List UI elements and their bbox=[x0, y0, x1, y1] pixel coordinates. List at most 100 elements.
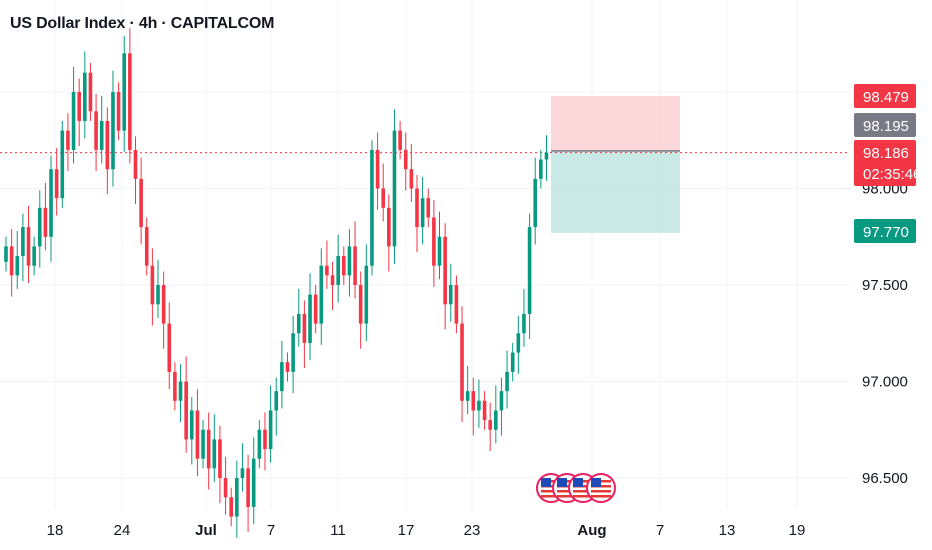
candle bbox=[291, 315, 295, 394]
candle-body bbox=[533, 178, 538, 228]
candle-body bbox=[353, 246, 357, 285]
candle-body bbox=[387, 207, 391, 247]
candle bbox=[268, 385, 273, 463]
candle-body bbox=[415, 188, 419, 228]
candle bbox=[505, 350, 509, 409]
candle-body bbox=[122, 53, 127, 131]
flag-stripe bbox=[557, 495, 577, 498]
candle bbox=[488, 402, 492, 451]
candle bbox=[285, 352, 290, 382]
candle-body bbox=[212, 439, 217, 469]
candle bbox=[443, 223, 447, 330]
candle-body bbox=[94, 111, 98, 150]
candle-body bbox=[302, 313, 307, 343]
candle-body bbox=[195, 410, 200, 459]
candle bbox=[527, 213, 532, 340]
candle bbox=[533, 157, 538, 245]
candle bbox=[77, 78, 81, 147]
flag-canton bbox=[541, 478, 551, 487]
candle bbox=[336, 234, 340, 303]
candle-body bbox=[358, 285, 363, 324]
candle-body bbox=[308, 294, 312, 343]
candle-body bbox=[437, 236, 442, 266]
candle bbox=[403, 132, 408, 191]
candle bbox=[409, 144, 414, 203]
position-tool[interactable] bbox=[551, 96, 680, 233]
flag-stripe bbox=[541, 490, 561, 493]
price-tag-bg bbox=[854, 219, 916, 243]
candle bbox=[37, 190, 42, 268]
candle-body bbox=[296, 313, 301, 334]
y-tick-label: 97.000 bbox=[862, 374, 908, 391]
candle-body bbox=[178, 381, 183, 401]
candle bbox=[477, 379, 481, 428]
candle-body bbox=[49, 169, 53, 237]
candle bbox=[387, 194, 391, 272]
candle-body bbox=[381, 188, 386, 208]
candle-body bbox=[471, 391, 476, 411]
economic-event-icons[interactable] bbox=[536, 473, 616, 503]
candle-body bbox=[223, 478, 228, 498]
candle-body bbox=[325, 265, 329, 276]
candle-body bbox=[432, 217, 436, 266]
candle bbox=[21, 213, 25, 282]
x-tick-label: 23 bbox=[464, 522, 481, 539]
candle-body bbox=[26, 227, 31, 266]
candle-body bbox=[291, 333, 295, 372]
candle-body bbox=[263, 429, 267, 450]
price-tag-label: 98.479 bbox=[863, 89, 909, 106]
x-tick-label: 13 bbox=[719, 522, 736, 539]
x-axis[interactable]: 18 24 Jul 7 11 17 23 Aug 7 13 19 bbox=[47, 522, 806, 539]
candle-body bbox=[426, 198, 431, 218]
candle-body bbox=[443, 236, 447, 305]
candle-body bbox=[15, 256, 20, 276]
candle-body bbox=[364, 265, 369, 324]
price-tag-bg bbox=[854, 84, 916, 108]
price-tag-label: 97.770 bbox=[863, 224, 909, 241]
candle bbox=[471, 377, 476, 436]
candle-body bbox=[66, 130, 70, 150]
candle-body bbox=[167, 323, 172, 372]
candle-body bbox=[454, 285, 459, 324]
candle-body bbox=[218, 439, 222, 478]
candle bbox=[347, 229, 352, 297]
us-flag-event-icon[interactable] bbox=[586, 473, 616, 503]
candle-body bbox=[522, 313, 526, 334]
candle-body bbox=[116, 92, 121, 131]
candle bbox=[128, 28, 132, 164]
candle bbox=[99, 95, 104, 164]
take-profit-zone[interactable] bbox=[551, 150, 680, 233]
candle-body bbox=[54, 169, 59, 199]
flag-canton bbox=[557, 478, 567, 487]
candle-body bbox=[370, 149, 374, 266]
y-tick-label: 96.500 bbox=[862, 470, 908, 487]
candle-body bbox=[510, 352, 515, 372]
candle bbox=[167, 302, 172, 390]
candle-body bbox=[201, 429, 205, 459]
price-tag: 98.195 bbox=[854, 113, 916, 137]
flag-canton bbox=[573, 478, 583, 487]
stop-loss-zone[interactable] bbox=[551, 96, 680, 151]
candle bbox=[139, 157, 143, 245]
candle bbox=[212, 414, 217, 482]
candle bbox=[499, 377, 504, 436]
price-tag-bg bbox=[854, 140, 916, 186]
candle bbox=[539, 149, 543, 189]
candle-body bbox=[128, 53, 132, 150]
candle-body bbox=[257, 429, 262, 459]
candle bbox=[32, 236, 36, 276]
flag-stripe bbox=[591, 490, 611, 493]
candle bbox=[437, 211, 442, 280]
candle-body bbox=[280, 362, 284, 392]
candle-body bbox=[111, 92, 115, 170]
candle-body bbox=[173, 371, 177, 401]
x-tick-label: Aug bbox=[577, 522, 606, 539]
candle bbox=[330, 261, 335, 311]
candle bbox=[302, 300, 307, 368]
candle-body bbox=[527, 227, 532, 314]
candle bbox=[156, 259, 160, 318]
price-tag: 97.770 bbox=[854, 219, 916, 243]
candle bbox=[296, 288, 301, 347]
x-tick-label: 7 bbox=[267, 522, 275, 539]
